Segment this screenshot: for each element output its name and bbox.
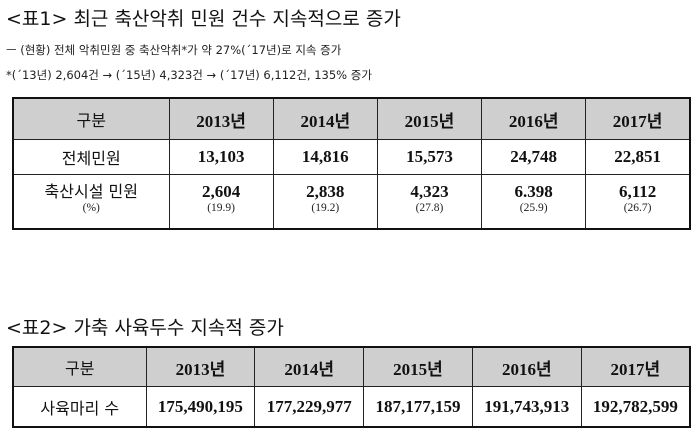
headcount-value: 192,782,599 [580, 386, 691, 428]
livestock-count-table: 구분 2013년 2014년 2015년 2016년 2017년 사육마리 수 … [12, 346, 691, 428]
table2-title: <표2> 가축 사육두수 지속적 증가 [6, 317, 284, 339]
header-year: 2015년 [376, 97, 483, 140]
header-year: 2015년 [363, 346, 473, 387]
row-label-total: 전체민원 [12, 139, 170, 175]
headcount-value: 175,490,195 [145, 386, 256, 428]
livestock-value: 4,323 [376, 174, 483, 202]
total-value: 13,103 [168, 139, 274, 175]
percent-value: (19.2) [272, 202, 378, 230]
headcount-value: 191,743,913 [471, 386, 582, 428]
header-category: 구분 [12, 97, 170, 140]
total-value: 22,851 [585, 139, 691, 175]
header-year: 2016년 [481, 97, 587, 140]
row-label-percent: (%) [12, 202, 170, 230]
livestock-value: 6,112 [585, 174, 691, 202]
table1-title: <표1> 최근 축산악취 민원 건수 지속적으로 증가 [6, 8, 401, 30]
table-row-total: 전체민원 13,103 14,816 15,573 24,748 22,851 [12, 139, 691, 175]
table-header-row: 구분 2013년 2014년 2015년 2016년 2017년 [12, 346, 691, 387]
header-year: 2014년 [254, 346, 365, 387]
table-header-row: 구분 2013년 2014년 2015년 2016년 2017년 [12, 97, 691, 140]
table-row-percent: (%) (19.9) (19.2) (27.8) (25.9) (26.7) [12, 202, 691, 230]
status-note: ㅡ (현황) 전체 악취민원 중 축산악취*가 약 27%(´17년)로 지속 … [6, 43, 342, 57]
header-category: 구분 [12, 346, 147, 387]
percent-value: (19.9) [168, 202, 274, 230]
header-year: 2013년 [168, 97, 274, 140]
headcount-value: 187,177,159 [363, 386, 473, 428]
livestock-value: 2,838 [272, 174, 378, 202]
table-row-headcount: 사육마리 수 175,490,195 177,229,977 187,177,1… [12, 386, 691, 428]
row-label-headcount: 사육마리 수 [12, 386, 147, 428]
livestock-value: 2,604 [168, 174, 274, 202]
header-year: 2017년 [580, 346, 691, 387]
percent-value: (25.9) [481, 202, 587, 230]
percent-value: (27.8) [376, 202, 483, 230]
header-year: 2017년 [585, 97, 691, 140]
livestock-value: 6.398 [481, 174, 587, 202]
detail-note: *(´13년) 2,604건 → (´15년) 4,323건 → (´17년) … [6, 68, 372, 82]
complaints-table: 구분 2013년 2014년 2015년 2016년 2017년 전체민원 13… [12, 97, 691, 230]
header-year: 2013년 [145, 346, 256, 387]
headcount-value: 177,229,977 [254, 386, 365, 428]
total-value: 24,748 [481, 139, 587, 175]
row-label-livestock: 축산시설 민원 [12, 174, 170, 202]
percent-value: (26.7) [585, 202, 691, 230]
header-year: 2014년 [272, 97, 378, 140]
total-value: 15,573 [376, 139, 483, 175]
table-row-livestock: 축산시설 민원 2,604 2,838 4,323 6.398 6,112 [12, 174, 691, 202]
total-value: 14,816 [272, 139, 378, 175]
header-year: 2016년 [471, 346, 582, 387]
